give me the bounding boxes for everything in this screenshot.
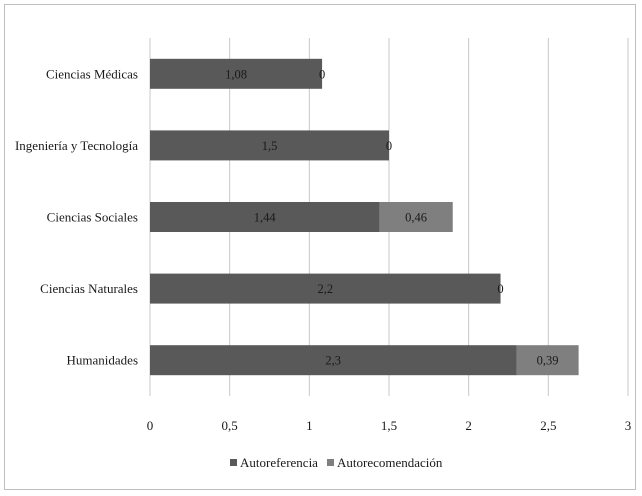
bar-autorecomendacion bbox=[516, 345, 579, 376]
data-label: 0 bbox=[497, 282, 503, 296]
legend-swatch-autorecomendacion bbox=[327, 459, 334, 466]
bar-autoreferencia bbox=[150, 130, 389, 161]
data-label: 0,39 bbox=[537, 354, 559, 368]
data-label: 0 bbox=[319, 67, 325, 81]
legend: Autoreferencia Autorecomendación bbox=[230, 455, 443, 470]
x-tick-label: 0 bbox=[147, 418, 154, 433]
category-label: Ciencias Médicas bbox=[46, 66, 138, 81]
x-tick-label: 2 bbox=[465, 418, 472, 433]
x-tick-label: 3 bbox=[625, 418, 632, 433]
bar-autoreferencia bbox=[150, 58, 323, 89]
category-label: Ingeniería y Tecnología bbox=[15, 138, 138, 153]
bars bbox=[150, 58, 579, 376]
x-tick-label: 2,5 bbox=[540, 418, 556, 433]
data-label: 2,2 bbox=[317, 282, 333, 296]
data-label: 0,46 bbox=[405, 211, 427, 225]
data-labels: 2,3 0,39 2,2 0 1,44 0,46 1,5 0 1,08 0 bbox=[225, 67, 558, 367]
category-label: Ciencias Naturales bbox=[40, 281, 138, 296]
x-tick-label: 1 bbox=[306, 418, 313, 433]
bar-autoreferencia bbox=[150, 202, 380, 232]
x-tick-label: 0,5 bbox=[222, 418, 238, 433]
bar-autoreferencia bbox=[150, 345, 517, 376]
category-label: Ciencias Sociales bbox=[47, 210, 138, 225]
data-label: 2,3 bbox=[325, 354, 341, 368]
legend-swatch-autoreferencia bbox=[230, 459, 237, 466]
category-label: Humanidades bbox=[67, 353, 138, 368]
gridlines bbox=[149, 38, 629, 396]
data-label: 0 bbox=[386, 139, 392, 153]
data-label: 1,44 bbox=[254, 211, 277, 225]
x-tick-label: 1,5 bbox=[381, 418, 397, 433]
data-label: 1,5 bbox=[262, 139, 278, 153]
data-label: 1,08 bbox=[225, 67, 247, 81]
legend-label-autoreferencia: Autoreferencia bbox=[240, 455, 318, 470]
category-labels: Humanidades Ciencias Naturales Ciencias So… bbox=[15, 66, 138, 367]
bar-autoreferencia bbox=[150, 273, 501, 304]
x-tick-labels: 0 0,5 1 1,5 2 2,5 3 bbox=[147, 418, 632, 433]
legend-label-autorecomendacion: Autorecomendación bbox=[337, 455, 443, 470]
bar-autorecomendacion bbox=[379, 202, 453, 232]
